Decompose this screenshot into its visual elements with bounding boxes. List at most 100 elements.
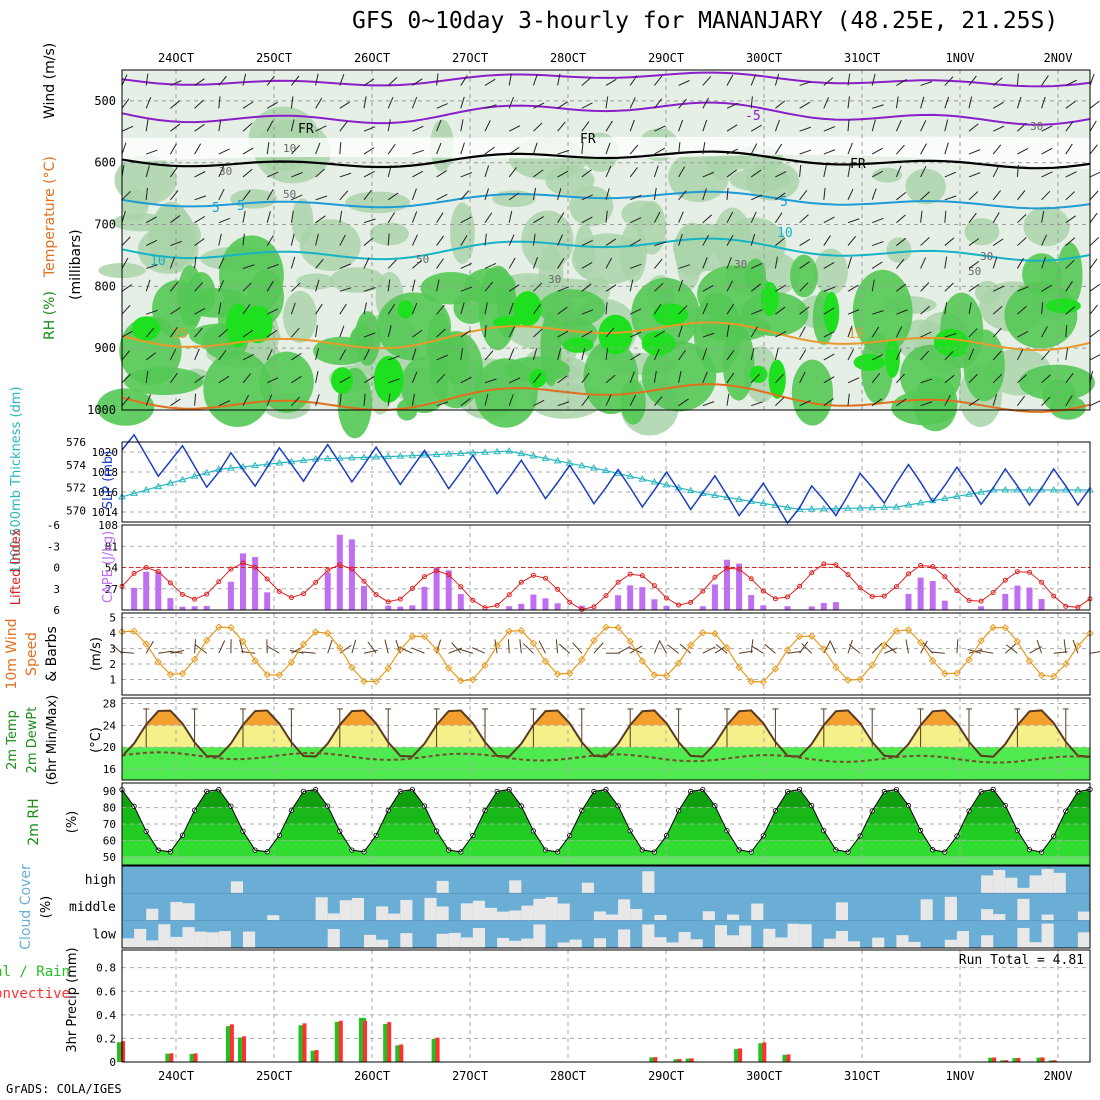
wind-barb: [750, 373, 760, 384]
rh-contour-high: [1049, 395, 1086, 420]
rh-panel-frame: [121, 782, 1091, 866]
wind-barb: [920, 120, 927, 132]
surface-wind-barb: [659, 640, 667, 654]
wind-barb: [871, 279, 875, 292]
wind-barb: [896, 191, 907, 201]
wind-barb: [508, 192, 520, 201]
cloud-cell: [146, 908, 159, 921]
wind-barb: [1017, 331, 1029, 338]
wind-barb: [412, 78, 423, 86]
cape-bar: [1014, 585, 1021, 610]
lifted-index-tick-label: -6: [47, 519, 60, 532]
wind-barb: [388, 355, 400, 361]
surface-wind-barb: [979, 650, 994, 654]
cloud-cell: [1041, 914, 1054, 921]
wind-barb: [339, 287, 352, 292]
wind-barb: [532, 233, 536, 246]
surface-wind-barb: [884, 647, 898, 654]
wind-barb: [775, 100, 786, 109]
wind-barb: [750, 326, 758, 338]
wind-barb: [339, 190, 349, 201]
wind-barb: [774, 212, 783, 223]
wind-barb: [1089, 258, 1098, 269]
wind-barb: [218, 217, 231, 224]
wind-barb: [678, 264, 691, 269]
wind-barb: [920, 191, 930, 201]
wind-barb: [847, 325, 853, 338]
wind-barb: [291, 144, 300, 155]
wind-barb: [847, 393, 850, 406]
date-label-top: 31OCT: [844, 51, 880, 65]
wind-barb: [267, 171, 279, 178]
wind-barb: [944, 76, 954, 86]
wind-barb: [1065, 237, 1076, 246]
wind-barb: [532, 142, 538, 155]
wind-barb: [1041, 190, 1051, 201]
date-label-top: 26OCT: [354, 51, 390, 65]
wind-barb: [775, 192, 786, 201]
wind-barb: [944, 394, 951, 406]
wind-barb: [363, 393, 366, 406]
surface-wind-barb: [715, 644, 728, 654]
thickness-tick-label: 572: [66, 482, 86, 495]
lifted-index-point: [458, 584, 464, 590]
lifted-index-point: [155, 569, 161, 575]
wind-barb: [702, 285, 714, 292]
surface-wind-barb: [168, 650, 183, 654]
wind-barb: [750, 283, 761, 292]
wind-barb: [1017, 122, 1027, 132]
wind-barb: [291, 352, 302, 361]
lifted-index-point: [1039, 579, 1045, 585]
lifted-index-point: [349, 566, 355, 572]
wind-barb: [1041, 171, 1053, 178]
wind-barb: [1089, 400, 1100, 407]
wind-barb: [847, 236, 857, 246]
surface-wind-barb: [145, 640, 154, 654]
wind-barb: [242, 282, 252, 292]
wind-barb: [944, 96, 950, 109]
wind-barb: [436, 304, 445, 315]
wind-barb: [436, 401, 449, 407]
wind-barb: [968, 123, 979, 132]
wind-speed-point: [275, 671, 284, 679]
wind-barb: [315, 325, 318, 338]
wind-barb: [847, 142, 853, 155]
cloud-cell: [981, 909, 994, 921]
wind-barb: [145, 216, 157, 224]
wind-barb: [508, 210, 513, 223]
wind-barb: [484, 263, 497, 269]
rh-contour-high: [474, 358, 538, 428]
wind-barb: [1017, 214, 1027, 224]
wind-barb: [484, 165, 490, 178]
wind-barb: [726, 280, 734, 292]
wind-barb: [726, 124, 738, 132]
wind-barb: [678, 80, 690, 86]
wind-barb: [605, 96, 609, 109]
cloud-cell: [1017, 887, 1030, 894]
wind-barb: [121, 74, 128, 86]
lifted-index-point: [664, 595, 669, 601]
wind-barb: [1065, 325, 1068, 338]
rh-contour-mid: [492, 190, 536, 208]
wind-barb: [605, 188, 610, 200]
temp-tick-label: 16: [103, 763, 116, 776]
precip-total-bar: [782, 1054, 790, 1062]
wind-barb: [920, 401, 933, 407]
wind-barb: [944, 332, 957, 338]
wind-barb: [823, 353, 835, 361]
wind-barb: [920, 96, 925, 109]
dewpoint-line: [121, 751, 1091, 764]
wind-barb: [702, 348, 708, 361]
wind-barb: [170, 281, 179, 292]
wind-barb: [194, 256, 197, 269]
wind-barb: [1065, 259, 1075, 269]
wind-barb: [871, 326, 880, 338]
cape-tick-label: 108: [98, 519, 118, 532]
precip-total-bar: [1048, 1060, 1056, 1062]
wind-barb: [581, 348, 586, 361]
temp-contour-freezing: [121, 150, 1091, 170]
wind-barb: [726, 257, 732, 269]
surface-wind-barb: [459, 648, 474, 654]
wind-barb: [557, 306, 568, 315]
wind-barb: [896, 237, 907, 246]
